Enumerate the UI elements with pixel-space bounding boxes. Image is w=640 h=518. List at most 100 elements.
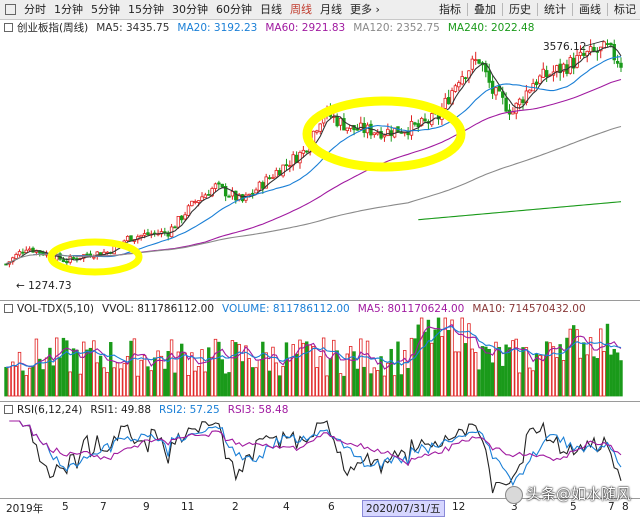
- candle-body: [571, 57, 576, 69]
- time-tick: 2: [232, 501, 239, 513]
- volume-bar: [413, 338, 417, 397]
- tool-buttons: 指标 叠加 历史 统计 画线 标记: [435, 0, 640, 19]
- tool-button[interactable]: 统计: [544, 3, 566, 16]
- volume-indicator-name: VOL-TDX(5,10): [17, 302, 95, 315]
- price-chart[interactable]: 3576.12 ← 1274.73: [0, 36, 640, 299]
- candle-body: [234, 190, 238, 201]
- candle-body: [250, 192, 255, 195]
- panel-toggle-icon[interactable]: [5, 4, 16, 15]
- rsi-chart[interactable]: [0, 417, 640, 497]
- candle-body: [473, 59, 478, 62]
- volume-bar: [348, 346, 353, 397]
- volume-bar: [227, 372, 231, 397]
- candle-body: [389, 130, 393, 137]
- volume-bar: [386, 362, 390, 397]
- time-tick: 3: [511, 501, 518, 513]
- toolbar-separator: [572, 3, 573, 16]
- period-button[interactable]: 月线: [320, 3, 342, 16]
- volume-bar: [264, 352, 268, 397]
- toolbar-separator: [537, 3, 538, 16]
- high-price-label: 3576.12: [543, 41, 586, 53]
- candle-body: [284, 164, 289, 167]
- volume-bar: [176, 351, 181, 397]
- volume-bar: [311, 346, 316, 397]
- collapse-icon[interactable]: [4, 304, 13, 313]
- candle-body: [190, 200, 194, 207]
- volume-bar: [207, 347, 211, 397]
- period-button[interactable]: 1分钟: [54, 3, 83, 16]
- tool-button[interactable]: 画线: [579, 3, 601, 16]
- time-tick: 2019年: [6, 503, 44, 515]
- period-button[interactable]: 更多 ›: [350, 3, 380, 16]
- volume-bar: [48, 347, 52, 397]
- volume-bar: [403, 350, 407, 397]
- volume-bar: [61, 337, 66, 397]
- candle-body: [521, 99, 525, 104]
- volume-bar: [213, 338, 218, 397]
- tool-button[interactable]: 标记: [614, 3, 636, 16]
- candle-body: [568, 57, 573, 74]
- candle-body: [220, 183, 224, 188]
- period-button[interactable]: 5分钟: [91, 3, 120, 16]
- time-tick: 12: [452, 501, 466, 513]
- volume-bar: [200, 349, 204, 397]
- candle-body: [261, 182, 265, 189]
- candle-body: [504, 97, 508, 112]
- volume-bar: [247, 358, 251, 397]
- volume-bar: [244, 345, 248, 397]
- volume-bar: [112, 367, 116, 397]
- volume-bar: [494, 341, 498, 397]
- volume-bar: [291, 344, 295, 397]
- period-button[interactable]: 60分钟: [216, 3, 252, 16]
- candle-body: [254, 189, 258, 194]
- collapse-icon[interactable]: [4, 23, 13, 32]
- volume-bar: [440, 336, 444, 397]
- volume-bar: [102, 367, 106, 397]
- volume-bar: [119, 368, 123, 397]
- volume-bar: [332, 339, 336, 397]
- period-button[interactable]: 分时: [24, 3, 46, 16]
- candle-body: [31, 247, 35, 253]
- volume-bar: [125, 356, 130, 397]
- volume-bar: [267, 370, 272, 397]
- volume-bar: [379, 356, 383, 397]
- candle-body: [342, 118, 346, 131]
- tool-button[interactable]: 叠加: [474, 3, 496, 16]
- period-button[interactable]: 30分钟: [172, 3, 208, 16]
- volume-bar: [237, 343, 241, 397]
- period-button[interactable]: 15分钟: [128, 3, 164, 16]
- candle-body: [129, 235, 133, 242]
- candle-body: [281, 164, 285, 177]
- volume-bar: [149, 370, 154, 397]
- candle-body: [430, 113, 434, 126]
- volume-bar: [345, 353, 349, 397]
- legend-value: MA10: 714570432.00: [472, 302, 586, 315]
- volume-bar: [544, 341, 549, 397]
- candle-body: [463, 77, 468, 80]
- volume-bar: [139, 359, 143, 397]
- time-tick: 8: [622, 501, 629, 513]
- volume-ma5-line: [5, 323, 622, 370]
- volume-bar: [463, 343, 468, 397]
- volume-bar: [352, 351, 356, 397]
- time-tick: 5: [570, 501, 577, 513]
- candle-body: [305, 150, 309, 153]
- ma120-line: [5, 125, 622, 265]
- volume-bar: [173, 372, 177, 397]
- volume-chart[interactable]: [0, 316, 640, 400]
- candle-body: [288, 165, 292, 167]
- volume-bar: [548, 342, 552, 397]
- tool-button[interactable]: 历史: [509, 3, 531, 16]
- volume-bar: [75, 349, 79, 397]
- period-button[interactable]: 周线: [290, 3, 312, 16]
- volume-bar: [308, 344, 312, 397]
- tool-button[interactable]: 指标: [439, 3, 461, 16]
- candle-body: [423, 118, 427, 122]
- volume-bar: [612, 348, 616, 397]
- ma5-line: [5, 45, 622, 265]
- volume-bar: [146, 366, 150, 397]
- volume-legend: VOL-TDX(5,10) VVOL: 811786112.00 VOLUME: …: [0, 300, 640, 316]
- candle-body: [592, 47, 596, 52]
- collapse-icon[interactable]: [4, 405, 13, 414]
- period-button[interactable]: 日线: [260, 3, 282, 16]
